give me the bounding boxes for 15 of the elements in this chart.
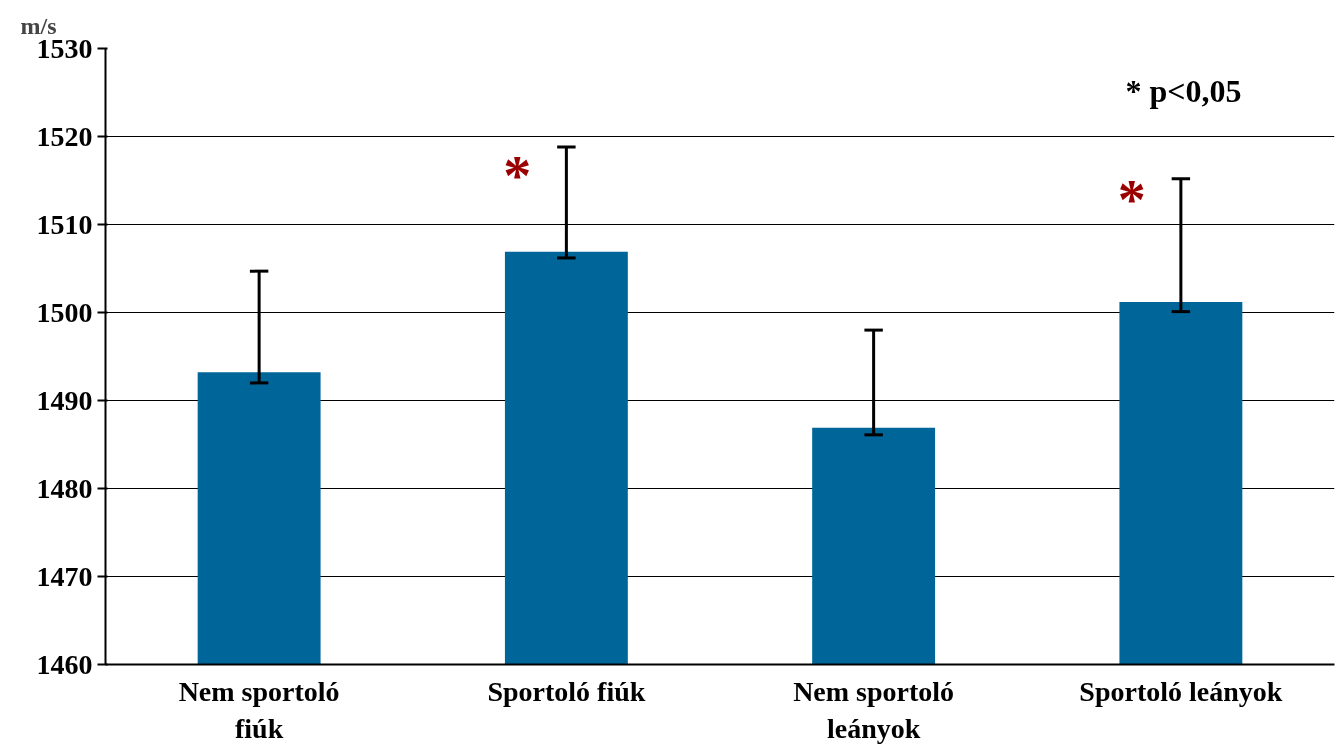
y-tick-label: 1490 (36, 384, 93, 416)
x-tick-label: Nem sportoló fiúk (178, 675, 340, 744)
annotation: * (503, 145, 532, 208)
annotation: * (1117, 168, 1146, 231)
y-axis-title: m/s (20, 12, 57, 39)
x-tick-label: Sportoló fiúk (487, 675, 646, 707)
y-tick-label: 1480 (36, 472, 93, 504)
y-tick-label: 1500 (36, 296, 93, 328)
y-tick-label: 1460 (36, 648, 93, 680)
y-tick-label: 1520 (36, 120, 93, 152)
y-tick-label: 1470 (36, 560, 93, 592)
x-tick-label: Sportoló leányok (1079, 675, 1283, 707)
x-tick-label: Nem sportoló leányok (793, 675, 955, 744)
y-tick-label: 1510 (36, 208, 93, 240)
annotation: * p<0,05 (1125, 72, 1242, 109)
